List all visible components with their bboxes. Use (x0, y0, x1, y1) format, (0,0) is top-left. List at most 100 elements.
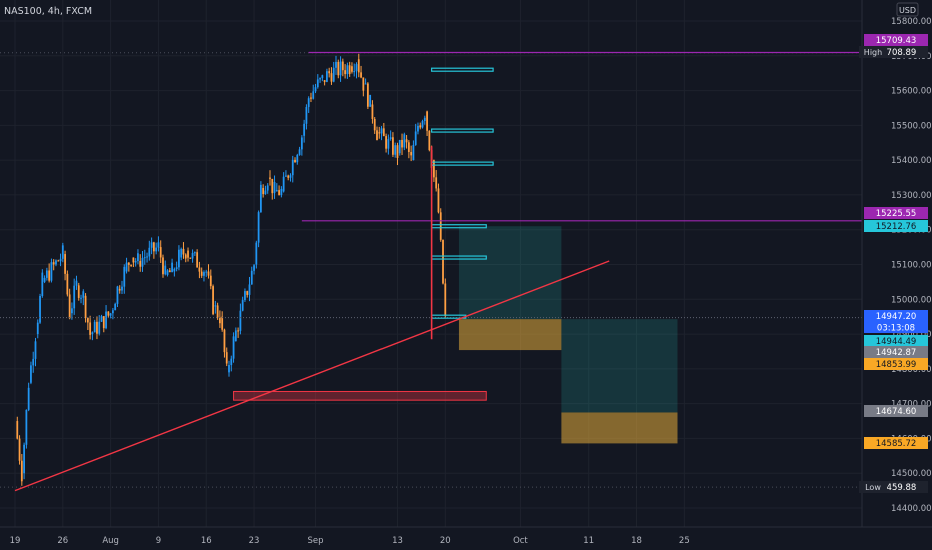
candle-body (43, 277, 46, 282)
candle-body (77, 285, 80, 298)
candle-body (143, 257, 146, 259)
candle-body (239, 310, 242, 331)
candle-body (171, 262, 173, 273)
currency-button[interactable]: USD (896, 2, 919, 17)
candle-body (253, 265, 255, 271)
candle-body (198, 267, 201, 272)
candle-body (139, 261, 142, 267)
candle-body (203, 272, 205, 276)
candle-body (141, 257, 144, 267)
x-tick-label: 26 (57, 536, 68, 546)
candle-body (200, 271, 203, 276)
candle-body (337, 61, 340, 76)
candle-body (294, 159, 296, 163)
candle-body (437, 188, 440, 213)
candle-body (271, 178, 274, 194)
candle-body (148, 247, 151, 257)
candle-body (173, 268, 176, 272)
y-tick-label: 15400.00 (891, 156, 932, 166)
candle-body (125, 262, 128, 272)
candle-body (66, 273, 69, 295)
x-tick-label: 11 (583, 536, 594, 546)
price-label-text: 15212.76 (876, 222, 917, 232)
price-label (864, 220, 928, 232)
candle-body (314, 87, 317, 92)
candle-body (232, 336, 235, 359)
price-label-text: 14853.99 (876, 360, 917, 370)
y-tick-label: 15300.00 (891, 191, 932, 201)
candle-body (237, 330, 240, 332)
candle-body (86, 317, 89, 323)
price-label-text: 15708.89 (876, 48, 917, 58)
candle-body (255, 242, 258, 265)
zones (233, 226, 678, 444)
candle-body (98, 321, 101, 334)
x-tick-label: 13 (392, 536, 403, 546)
candle-body (116, 286, 119, 304)
candle-body (130, 264, 133, 266)
countdown-label (864, 322, 928, 333)
level-marker (431, 161, 494, 166)
y-tick-label: 15600.00 (891, 87, 932, 97)
candle-body (39, 295, 41, 323)
candle-body (155, 247, 158, 252)
x-tick-label: 25 (679, 536, 690, 546)
level-marker (431, 128, 494, 133)
candle-body (48, 270, 51, 281)
candle-body (82, 291, 85, 298)
candle-body (234, 330, 237, 342)
candle-body (84, 295, 87, 318)
candle-body (225, 352, 228, 364)
candle-body (287, 175, 290, 178)
candle-body (373, 118, 376, 131)
candle-body (246, 291, 249, 295)
x-tick-label: 18 (631, 536, 642, 546)
candle-body (403, 134, 406, 148)
candle-body (55, 260, 57, 265)
candle-body (30, 365, 32, 383)
candle-body (346, 65, 349, 75)
candle-body (392, 137, 394, 155)
candle-body (187, 250, 189, 258)
candle-body (134, 261, 137, 263)
price-tag (859, 46, 887, 58)
candle-body (259, 184, 262, 213)
candle-body (298, 149, 301, 155)
x-tick-label: 9 (156, 536, 161, 546)
candle-body (219, 317, 221, 324)
candle-body (221, 316, 224, 330)
position-profit-zone (561, 319, 678, 413)
candle-body (248, 284, 251, 295)
price-label (864, 437, 928, 449)
candle-body (36, 322, 39, 335)
candle-body (209, 275, 212, 287)
candle-body (264, 190, 267, 195)
candle-body (357, 59, 360, 73)
candle-body (34, 341, 37, 359)
candle-body (296, 154, 299, 163)
candle-body (196, 252, 199, 268)
candle-body (394, 145, 397, 155)
candle-body (89, 322, 92, 335)
candle-body (100, 316, 103, 322)
candle-body (27, 387, 30, 410)
price-label-text: 14585.72 (876, 439, 917, 449)
candle-body (303, 123, 306, 136)
candle-body (323, 80, 326, 82)
y-tick-label: 14400.00 (891, 504, 932, 514)
candle-body (330, 73, 333, 82)
price-label-text: 14947.20 (876, 312, 917, 322)
position-stop-zone (561, 412, 678, 444)
level-marker (431, 67, 494, 72)
candle-body (435, 177, 438, 189)
currency-label: USD (899, 6, 916, 15)
candle-body (401, 139, 403, 148)
candle-body (32, 358, 35, 366)
candle-body (421, 121, 424, 128)
candle-body (216, 305, 219, 318)
candle-body (341, 61, 344, 71)
candle-body (16, 421, 19, 439)
candle-body (444, 283, 447, 316)
